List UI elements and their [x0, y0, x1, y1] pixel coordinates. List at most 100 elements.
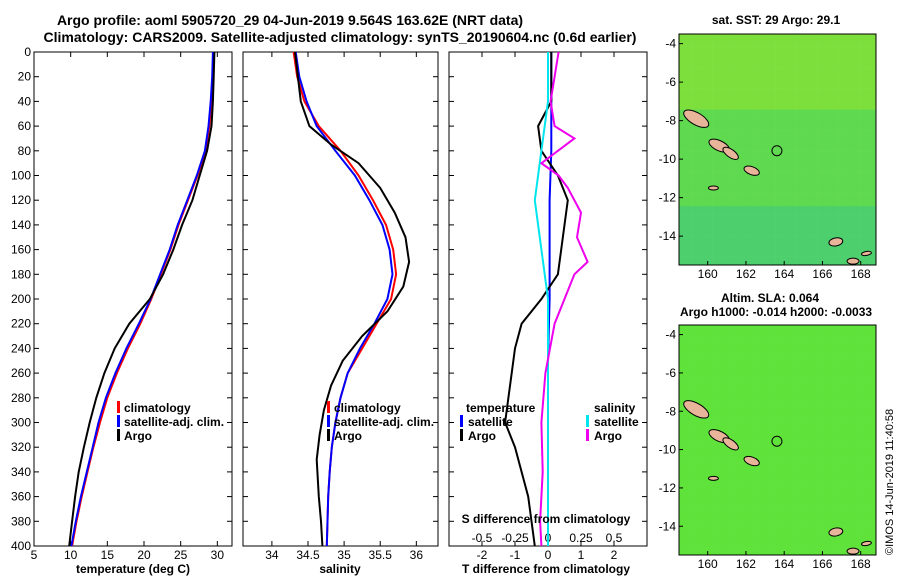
heatmap-cell	[708, 151, 713, 157]
heatmap-cell	[716, 325, 722, 330]
heatmap-cell	[834, 164, 839, 169]
heatmap-cell	[834, 105, 839, 110]
heatmap-cell	[691, 50, 697, 56]
heatmap-cell	[800, 235, 806, 241]
heatmap-cell	[817, 88, 823, 94]
heatmap-cell	[784, 438, 789, 443]
heatmap-cell	[704, 202, 709, 207]
heatmap-cell	[704, 181, 709, 186]
heatmap-cell	[733, 168, 739, 173]
heatmap-cell	[721, 101, 726, 106]
heatmap-cell	[842, 388, 848, 393]
heatmap-cell	[863, 455, 869, 460]
heatmap-cell	[691, 71, 697, 77]
heatmap-cell	[687, 71, 692, 77]
heatmap-cell	[788, 239, 793, 245]
heatmap-cell	[775, 383, 781, 389]
heatmap-cell	[763, 417, 768, 422]
heatmap-cell	[691, 126, 697, 131]
y-tick-label: 180	[11, 267, 31, 281]
heatmap-cell	[679, 101, 684, 106]
heatmap-cell	[767, 118, 772, 123]
heatmap-cell	[821, 189, 827, 194]
heatmap-cell	[817, 139, 823, 144]
heatmap-cell	[708, 67, 713, 73]
heatmap-cell	[742, 467, 747, 473]
heatmap-cell	[868, 197, 873, 203]
heatmap-cell	[805, 139, 810, 144]
heatmap-cell	[821, 218, 827, 224]
heatmap-cell	[805, 493, 810, 498]
heatmap-cell	[754, 451, 760, 456]
heatmap-cell	[758, 346, 764, 351]
heatmap-cell	[763, 189, 768, 194]
heatmap-cell	[779, 346, 785, 351]
heatmap-cell	[721, 248, 726, 253]
heatmap-cell	[729, 341, 734, 347]
heatmap-cell	[796, 63, 802, 68]
heatmap-cell	[708, 227, 713, 232]
heatmap-cell	[779, 231, 785, 236]
heatmap-cell	[813, 375, 818, 380]
heatmap-cell	[767, 126, 772, 131]
heatmap-cell	[863, 421, 869, 427]
heatmap-cell	[851, 252, 856, 257]
heatmap-cell	[691, 337, 697, 343]
heatmap-cell	[733, 197, 739, 203]
heatmap-cell	[863, 350, 869, 355]
heatmap-cell	[712, 413, 718, 418]
heatmap-cell	[826, 346, 831, 351]
heatmap-cell	[817, 371, 823, 376]
heatmap-cell	[830, 231, 835, 236]
heatmap-cell	[805, 325, 810, 330]
heatmap-cell	[700, 46, 705, 52]
heatmap-cell	[746, 442, 751, 448]
heatmap-cell	[763, 488, 768, 494]
heatmap-cell	[821, 59, 827, 64]
heatmap-cell	[859, 130, 865, 136]
heatmap-cell	[695, 109, 701, 115]
heatmap-cell	[813, 80, 818, 85]
heatmap-cell	[830, 505, 835, 511]
heatmap-cell	[805, 105, 810, 110]
heatmap-cell	[691, 97, 697, 102]
heatmap-cell	[796, 42, 802, 47]
heatmap-cell	[721, 189, 726, 194]
heatmap-cell	[821, 231, 827, 236]
heatmap-cell	[838, 467, 844, 473]
heatmap-cell	[872, 472, 876, 477]
heatmap-cell	[817, 358, 823, 364]
heatmap-cell	[729, 371, 734, 376]
heatmap-cell	[729, 480, 734, 485]
heatmap-cell	[729, 92, 734, 98]
heatmap-cell	[813, 105, 818, 110]
heatmap-cell	[813, 155, 818, 161]
heatmap-cell	[851, 379, 856, 385]
heatmap-cell	[758, 227, 764, 232]
heatmap-cell	[746, 223, 751, 228]
heatmap-cell	[859, 400, 865, 406]
heatmap-cell	[742, 463, 747, 469]
difference-xlabel: T difference from climatology	[462, 562, 630, 576]
heatmap-cell	[817, 341, 823, 347]
heatmap-cell	[855, 463, 860, 469]
heatmap-cell	[758, 181, 764, 186]
heatmap-cell	[863, 256, 869, 262]
heatmap-cell	[683, 55, 688, 60]
heatmap-cell	[834, 139, 839, 144]
legend-swatch-s-satellite	[586, 415, 589, 427]
heatmap-cell	[842, 260, 848, 265]
heatmap-cell	[855, 484, 860, 490]
heatmap-cell	[679, 84, 684, 89]
heatmap-cell	[758, 248, 764, 253]
heatmap-cell	[771, 206, 776, 211]
map-x-tick-label: 166	[812, 267, 832, 281]
heatmap-cell	[792, 396, 797, 401]
heatmap-cell	[683, 189, 688, 194]
heatmap-cell	[830, 455, 835, 460]
heatmap-cell	[700, 480, 705, 485]
heatmap-cell	[754, 333, 760, 338]
heatmap-cell	[784, 134, 789, 140]
heatmap-cell	[817, 497, 823, 502]
difference-panel: -2 -1 0 1 2 -0.5 -0.25 0 0.25 0.5 S difference f…	[448, 51, 648, 576]
